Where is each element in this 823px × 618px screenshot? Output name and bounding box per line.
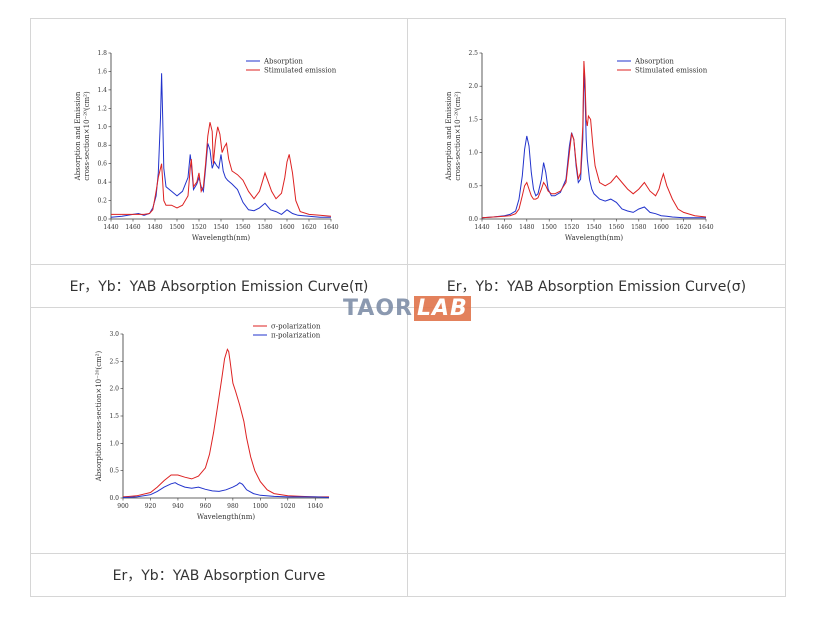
legend-label: π-polarization — [271, 331, 321, 339]
y-tick-label: 0.4 — [97, 179, 107, 186]
legend-label: Absorption — [634, 57, 674, 65]
y-tick-label: 0.8 — [97, 142, 107, 149]
legend-label: σ-polarization — [271, 322, 321, 330]
x-tick-label: 1440 — [103, 224, 118, 231]
y-axis-label: cross-section×10⁻²⁰(cm²) — [454, 91, 462, 181]
y-tick-label: 1.4 — [97, 87, 107, 94]
y-tick-label: 2.5 — [109, 358, 119, 365]
x-tick-label: 1520 — [564, 224, 579, 231]
x-tick-label: 1600 — [279, 224, 294, 231]
y-tick-label: 0.0 — [468, 216, 478, 223]
x-tick-label: 1620 — [301, 224, 316, 231]
y-tick-label: 0.0 — [109, 495, 119, 502]
x-tick-label: 1440 — [474, 224, 489, 231]
x-tick-label: 1560 — [609, 224, 624, 231]
chart-cell-sigma: 1440 1460 1480 1500 1520 1540 1560 1580 1600 1620… — [407, 18, 786, 265]
y-tick-label: 1.0 — [468, 150, 478, 157]
x-axis-label: Wavelength(nm) — [197, 513, 255, 521]
chart-cell-absorption: 900 920 940 960 980 1000 1020 1040 0.0 0.5 1.0 1.5 2… — [30, 307, 408, 554]
x-tick-label: 1480 — [519, 224, 534, 231]
y-tick-label: 2.5 — [468, 50, 478, 57]
x-tick-label: 1580 — [631, 224, 646, 231]
x-tick-label: 1500 — [169, 224, 184, 231]
x-tick-label: 1480 — [147, 224, 162, 231]
y-axis-label: Absorption and Emission — [445, 91, 453, 181]
x-tick-label: 1540 — [213, 224, 228, 231]
watermark-logo: TAOR LAB — [343, 296, 471, 321]
y-tick-label: 2.0 — [109, 386, 119, 393]
x-tick-label: 1580 — [257, 224, 272, 231]
series-line-0 — [122, 348, 329, 498]
chart-cell-pi: 1440 1460 1480 1500 1520 1540 1560 1580 1600 1620… — [30, 18, 408, 265]
watermark-text: TAOR — [343, 296, 413, 321]
caption-pi: Er，Yb：YAB Absorption Emission Curve(π) — [30, 264, 408, 308]
y-axis-label: cross-section×10⁻²⁰(cm²) — [83, 91, 91, 181]
chart-absorption: 900 920 940 960 980 1000 1020 1040 0.0 0.5 1.0 1.5 2… — [95, 322, 330, 521]
x-tick-label: 1460 — [125, 224, 140, 231]
x-tick-label: 1520 — [191, 224, 206, 231]
x-tick-label: 900 — [117, 503, 129, 510]
x-tick-label: 1460 — [497, 224, 512, 231]
y-tick-label: 1.5 — [109, 413, 119, 420]
x-tick-label: 980 — [227, 503, 239, 510]
y-tick-label: 0.6 — [97, 161, 107, 168]
y-tick-label: 1.0 — [109, 440, 119, 447]
series-line-1 — [122, 482, 330, 498]
x-tick-label: 1020 — [280, 503, 295, 510]
y-tick-label: 1.6 — [97, 68, 107, 75]
x-tick-label: 920 — [145, 503, 157, 510]
product-table: 1440 1460 1480 1500 1520 1540 1560 1580 1600 1620… — [30, 18, 786, 597]
watermark-badge: LAB — [413, 296, 471, 321]
y-tick-label: 1.8 — [97, 50, 107, 57]
series-line-0 — [481, 72, 706, 219]
caption-absorption: Er，Yb：YAB Absorption Curve — [30, 553, 408, 597]
y-tick-label: 1.5 — [468, 116, 478, 123]
x-tick-label: 1540 — [586, 224, 601, 231]
x-axis-label: Wavelength(nm) — [565, 234, 623, 242]
x-tick-label: 1600 — [654, 224, 669, 231]
y-tick-label: 3.0 — [109, 331, 119, 338]
chart-sigma: 1440 1460 1480 1500 1520 1540 1560 1580 1600 1620… — [445, 50, 714, 242]
x-tick-label: 1040 — [308, 503, 323, 510]
x-tick-label: 1500 — [542, 224, 557, 231]
legend-label: Stimulated emission — [264, 66, 337, 74]
y-tick-label: 1.2 — [97, 105, 107, 112]
y-axis-label: Absorption cross-section×10⁻²⁰(cm²) — [95, 350, 103, 482]
legend-label: Stimulated emission — [635, 66, 708, 74]
y-tick-label: 1.0 — [97, 124, 107, 131]
y-tick-label: 0.5 — [109, 468, 119, 475]
x-tick-label: 1560 — [235, 224, 250, 231]
x-axis-label: Wavelength(nm) — [192, 234, 250, 242]
series-line-1 — [111, 122, 332, 217]
y-tick-label: 0.5 — [468, 183, 478, 190]
x-tick-label: 1620 — [676, 224, 691, 231]
x-tick-label: 1640 — [323, 224, 338, 231]
caption-empty — [407, 553, 786, 597]
legend-label: Absorption — [263, 57, 303, 65]
x-tick-label: 1000 — [253, 503, 268, 510]
empty-cell — [407, 307, 786, 554]
y-tick-label: 0.0 — [97, 216, 107, 223]
y-tick-label: 2.0 — [468, 83, 478, 90]
x-tick-label: 1640 — [698, 224, 713, 231]
series-line-1 — [481, 60, 707, 219]
x-tick-label: 940 — [172, 503, 184, 510]
chart-pi: 1440 1460 1480 1500 1520 1540 1560 1580 1600 1620… — [74, 50, 339, 242]
x-tick-label: 960 — [200, 503, 212, 510]
y-axis-label: Absorption and Emission — [74, 91, 82, 181]
y-tick-label: 0.2 — [97, 198, 107, 205]
